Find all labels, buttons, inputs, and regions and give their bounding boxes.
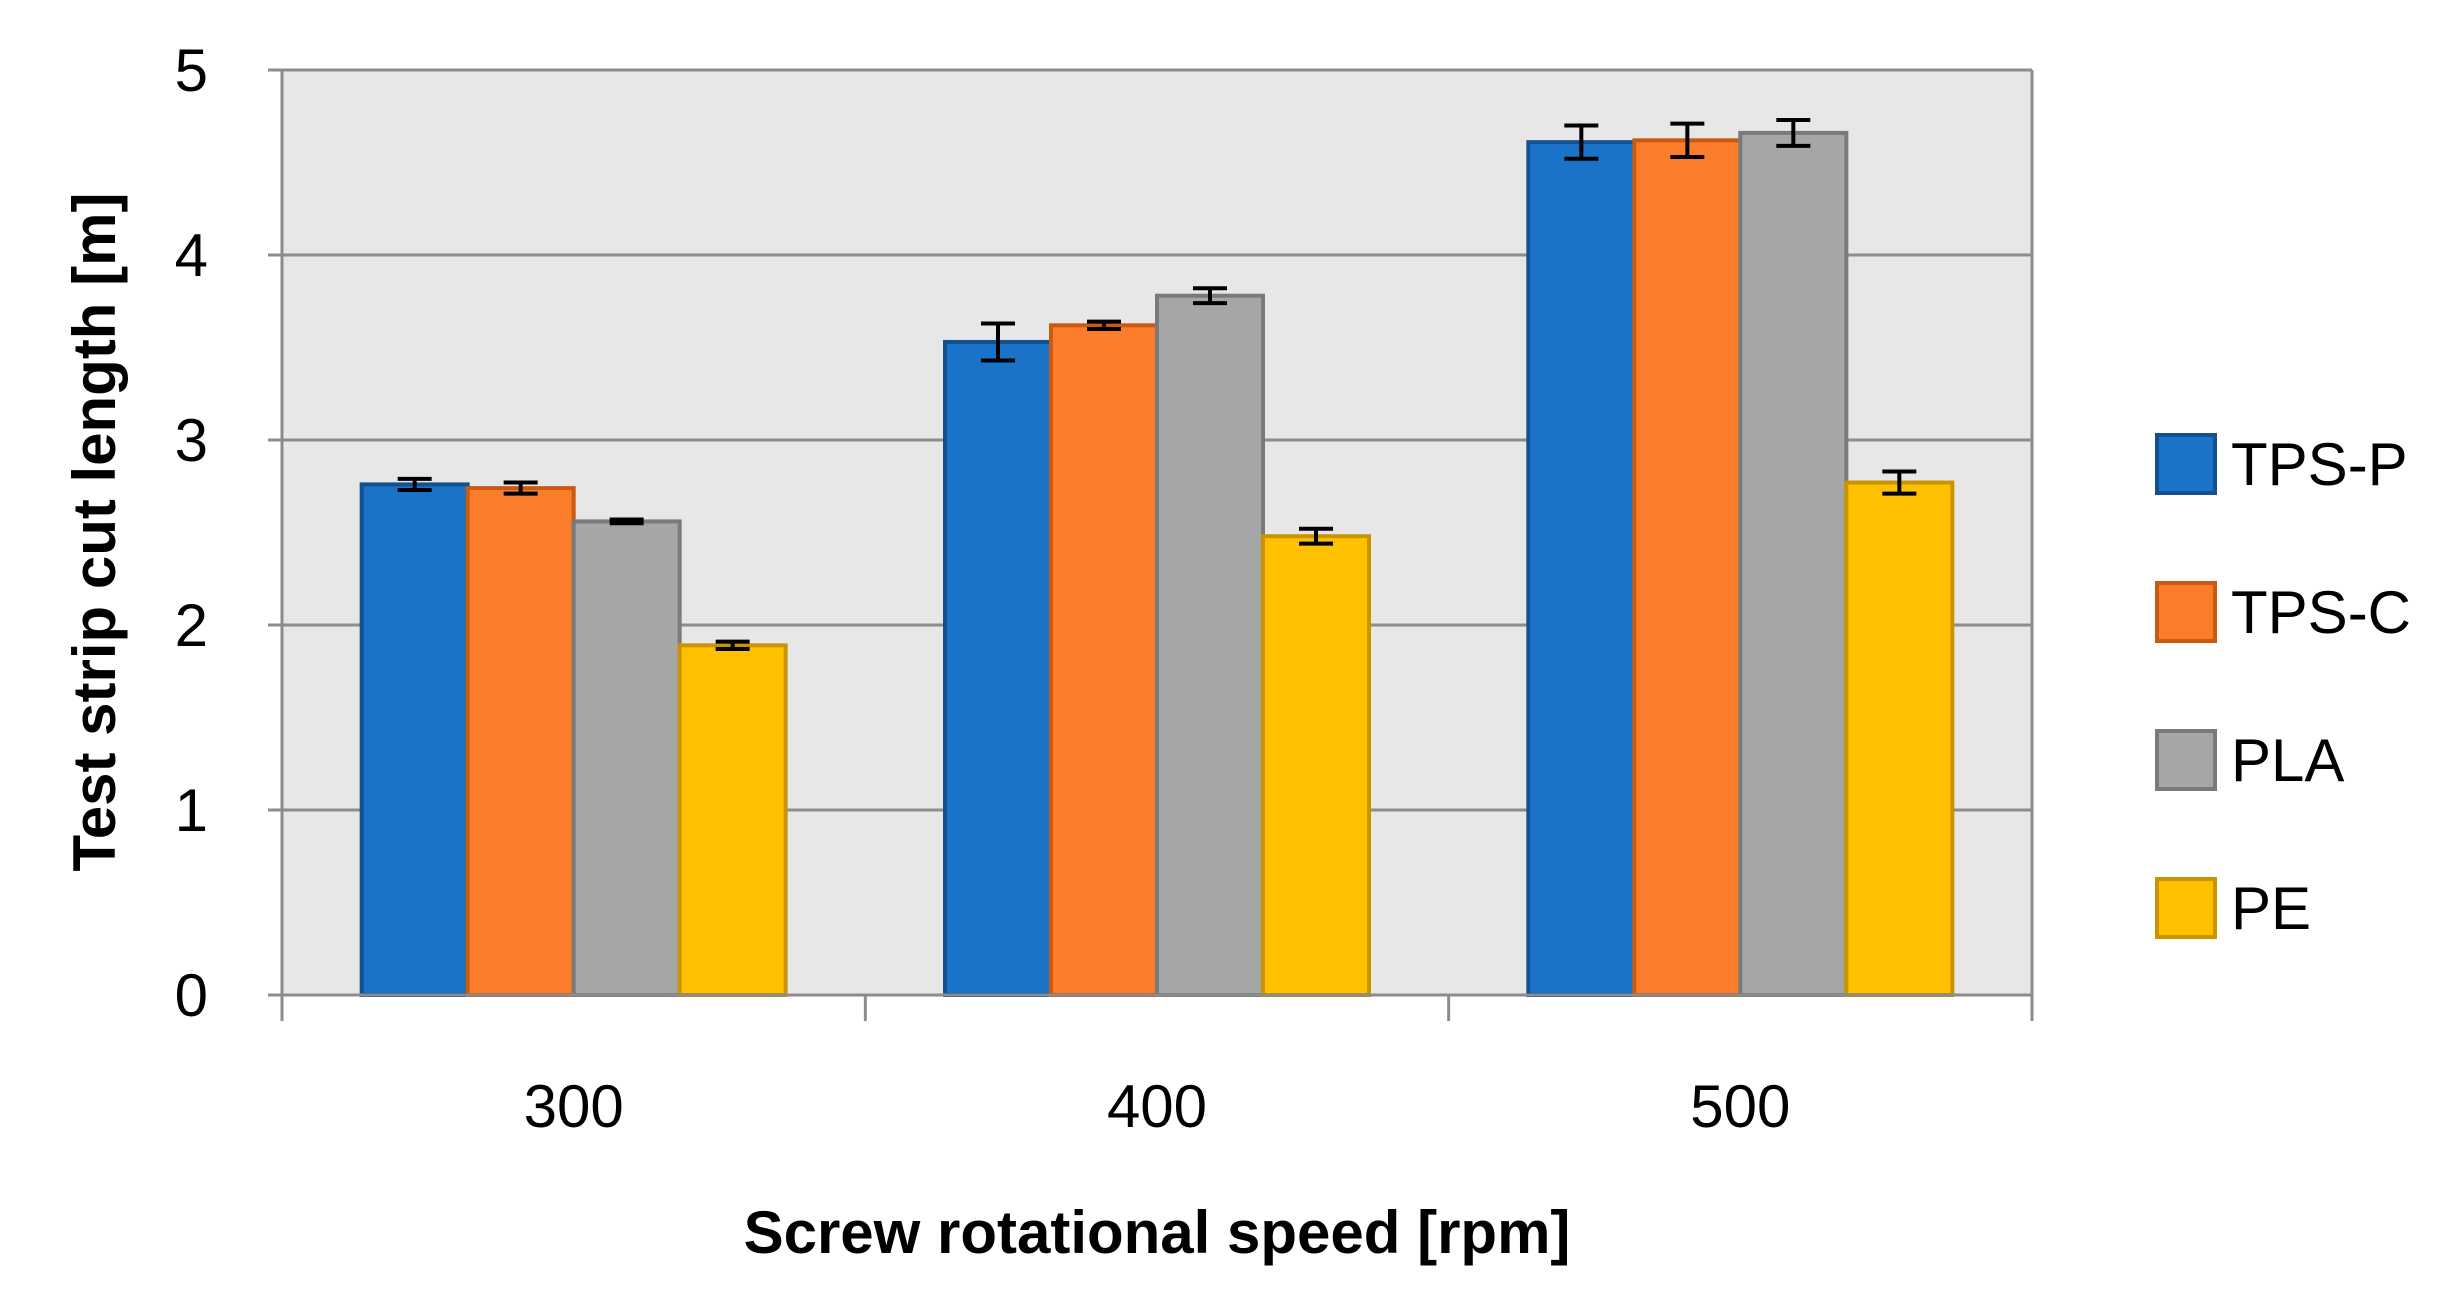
x-tick-label: 500 <box>1690 1073 1790 1140</box>
error-bar-pe-500 <box>1882 469 1917 496</box>
x-tick-labels: 300 400 500 <box>524 1073 1791 1140</box>
y-tick-label: 4 <box>175 222 208 289</box>
y-tick-label: 0 <box>175 962 208 1029</box>
bar-tps-c-500 <box>1632 138 1743 998</box>
bar-pe-300 <box>677 643 788 997</box>
error-bars <box>397 117 1917 652</box>
legend-item-pe: PE <box>2155 875 2311 942</box>
error-bar-pla-500 <box>1776 117 1811 148</box>
bar-pe-400 <box>1261 534 1371 997</box>
error-bar-pla-300 <box>609 517 644 526</box>
legend-label: TPS-C <box>2231 579 2411 646</box>
bar-pe-500 <box>1844 480 1955 997</box>
legend: TPS-P TPS-C PLA PE <box>2155 431 2411 942</box>
bar-pla-500 <box>1738 130 1849 997</box>
error-bar-tps-p-300 <box>397 476 432 492</box>
legend-item-tps-c: TPS-C <box>2155 579 2411 646</box>
x-tick-label: 400 <box>1107 1073 1207 1140</box>
axes <box>268 68 2034 1021</box>
legend-label: PE <box>2231 875 2311 942</box>
bar-tps-p-400 <box>943 339 1053 997</box>
legend-swatch <box>2155 729 2217 791</box>
error-bar-pe-400 <box>1299 526 1333 546</box>
x-tick-label: 300 <box>524 1073 624 1140</box>
error-bar-tps-p-500 <box>1564 123 1599 161</box>
y-tick-label: 5 <box>175 37 208 104</box>
error-bar-tps-c-400 <box>1087 319 1121 331</box>
legend-swatch <box>2155 877 2217 939</box>
bar-tps-c-300 <box>465 486 576 997</box>
bar-tps-p-500 <box>1526 140 1637 997</box>
error-bar-tps-c-300 <box>503 480 538 496</box>
legend-swatch <box>2155 433 2217 495</box>
legend-label: TPS-P <box>2231 431 2408 498</box>
error-bar-pla-400 <box>1193 286 1227 306</box>
bar-tps-p-300 <box>359 482 470 997</box>
y-tick-label: 2 <box>175 592 208 659</box>
x-axis-title: Screw rotational speed [rpm] <box>744 1199 1571 1266</box>
bar-tps-c-400 <box>1049 323 1159 997</box>
legend-label: PLA <box>2231 727 2344 794</box>
bar-pla-300 <box>571 519 682 998</box>
error-bar-tps-p-400 <box>981 321 1015 363</box>
y-tick-label: 1 <box>175 777 208 844</box>
error-bar-pe-300 <box>715 639 750 652</box>
y-tick-labels: 0 1 2 3 4 5 <box>175 37 208 1029</box>
legend-swatch <box>2155 581 2217 643</box>
y-axis-title: Test strip cut length [m] <box>61 193 128 872</box>
legend-item-tps-p: TPS-P <box>2155 431 2408 498</box>
legend-item-pla: PLA <box>2155 727 2344 794</box>
bars <box>359 130 1955 998</box>
error-bar-tps-c-500 <box>1670 121 1705 159</box>
y-tick-label: 3 <box>175 407 208 474</box>
bar-pla-400 <box>1155 293 1265 997</box>
